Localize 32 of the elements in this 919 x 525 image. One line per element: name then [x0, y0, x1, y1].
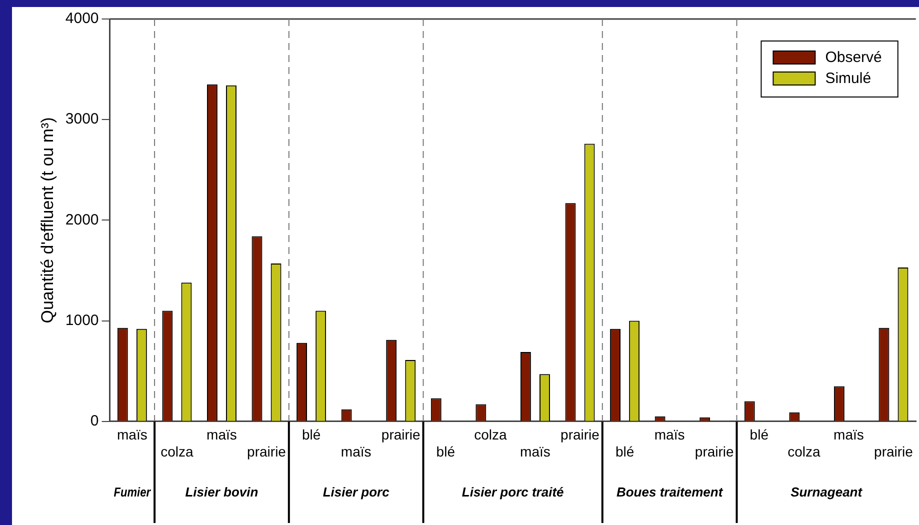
text: Lisier bovin [185, 484, 258, 500]
y-tick-label: 1000 [65, 312, 99, 329]
y-tick-label: 0 [90, 412, 99, 430]
text: Fumier [114, 484, 152, 500]
text: Boues traitement [616, 484, 724, 500]
x-tick-label: maïs [834, 426, 864, 443]
x-tick-label: colza [474, 426, 507, 443]
y-tick-label: 3000 [65, 110, 99, 128]
text: Lisier porc traité [462, 484, 564, 500]
text: Lisier porc [322, 484, 390, 500]
x-tick-label: colza [788, 443, 820, 460]
x-tick-label: maïs [520, 443, 550, 460]
legend-label: Simulé [825, 70, 872, 88]
x-tick-label: blé [615, 443, 634, 460]
x-tick-label: prairie [874, 443, 914, 460]
x-tick-label: maïs [340, 443, 372, 460]
x-tick-label: blé [302, 426, 321, 443]
x-tick-label: prairie [381, 426, 421, 443]
y-axis-title: Quantité d'effluent (t ou m³) [38, 117, 57, 324]
x-tick-label: blé [436, 443, 456, 460]
x-tick-label: colza [160, 443, 194, 460]
y-tick-label: 2000 [65, 211, 99, 228]
x-tick-label: prairie [560, 426, 600, 443]
x-tick-label: maïs [206, 426, 237, 443]
x-tick-label: maïs [116, 426, 148, 443]
x-tick-label: prairie [694, 443, 734, 460]
x-tick-label: maïs [654, 426, 685, 443]
legend-label: Observé [825, 49, 882, 66]
text: Surnageant [790, 484, 863, 500]
x-tick-label: prairie [247, 443, 286, 460]
x-tick-label: blé [750, 426, 769, 443]
y-tick-label: 4000 [65, 10, 99, 28]
